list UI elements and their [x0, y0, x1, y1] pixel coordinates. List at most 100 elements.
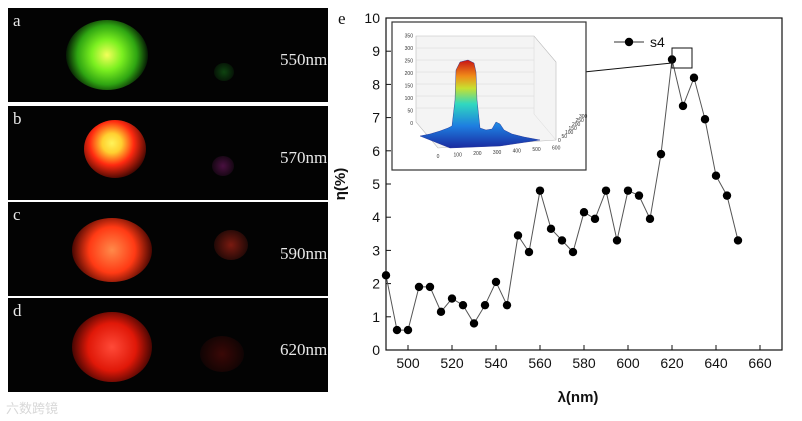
y-tick-label: 5: [372, 176, 380, 192]
inset-x-tick-label: 0: [437, 154, 440, 160]
inset-y-tick-label: 200: [572, 122, 581, 128]
deep-red-emission-spot: [72, 312, 152, 382]
inset-z-tick-label: 350: [405, 34, 414, 40]
green-emission-spot: [66, 20, 148, 90]
data-point: [634, 191, 644, 200]
inset-y-tick-label: 0: [558, 138, 561, 144]
data-point: [535, 186, 545, 195]
data-point: [689, 73, 699, 82]
data-point: [700, 115, 710, 124]
inset-z-ticks: 0 50 100 150 200 250 300 350: [405, 34, 414, 128]
x-tick-label: 580: [572, 355, 596, 371]
inset-z-tick-label: 0: [410, 121, 413, 127]
inset-z-tick-label: 300: [405, 46, 414, 52]
inset-y-tick-label: 250: [576, 118, 585, 124]
red-emission-spot: [84, 120, 146, 178]
data-point: [733, 236, 743, 245]
x-tick-label: 600: [616, 355, 640, 371]
panel-wavelength: 550nm: [280, 50, 328, 69]
inset-y-tick-label: 50: [562, 134, 568, 140]
legend-marker: [624, 37, 634, 47]
y-tick-label: 9: [372, 43, 380, 59]
panel-wavelength: 570nm: [280, 148, 328, 167]
panel-letter: c: [13, 205, 21, 224]
data-point: [656, 149, 666, 159]
x-tick-label: 640: [704, 355, 728, 371]
watermark: 六数跨镜: [6, 402, 59, 417]
inset-z-tick-label: 100: [405, 96, 414, 102]
data-point: [458, 300, 468, 310]
data-point: [568, 247, 578, 257]
peak-highlight-box: [671, 47, 693, 69]
faint-purple-spot: [212, 156, 234, 176]
x-axis-title: λ(nm): [558, 389, 599, 406]
panel-b: b 570nm: [8, 106, 328, 200]
panel-a: a 550nm: [8, 8, 328, 102]
x-axis: 500 520 540 560 580 600 620 640 660: [396, 345, 772, 371]
y-tick-label: 1: [372, 309, 380, 325]
data-point: [425, 282, 435, 292]
data-point: [381, 271, 391, 280]
data-point: [491, 277, 501, 287]
x-tick-label: 500: [396, 355, 420, 371]
y-tick-label: 6: [372, 143, 380, 159]
legend-label: s4: [650, 34, 665, 50]
faint-red-spot: [214, 230, 248, 260]
inset-intensity-surface: [419, 59, 541, 149]
x-tick-label: 560: [528, 355, 552, 371]
data-point: [678, 101, 688, 111]
data-point: [403, 325, 413, 335]
y-axis: 0 1 2 3 4 5 6 7 8 9 10: [364, 10, 391, 358]
x-tick-label: 620: [660, 355, 684, 371]
x-tick-label: 540: [484, 355, 508, 371]
inset-y-tick-label: 300: [579, 114, 588, 120]
data-point: [590, 214, 600, 224]
inset-x-tick-label: 600: [552, 146, 561, 152]
y-tick-label: 8: [372, 76, 380, 92]
inset-connector-line: [583, 62, 673, 73]
panel-letter: b: [13, 109, 22, 128]
inset-x-tick-label: 300: [493, 150, 502, 156]
panel-letter: a: [13, 11, 21, 30]
inset-x-tick-label: 500: [532, 147, 541, 153]
y-tick-label: 10: [364, 10, 380, 26]
faint-dark-red-spot: [200, 336, 244, 372]
data-point: [524, 247, 534, 257]
y-tick-label: 7: [372, 110, 380, 126]
inset-y-tick-label: 150: [569, 126, 578, 132]
panel-wavelength: 620nm: [280, 340, 328, 359]
intensity-inset: 0 100 200 300 400 500 600 05010015020025030035…: [391, 21, 588, 171]
inset-x-tick-label: 100: [454, 153, 463, 159]
x-tick-label: 520: [440, 355, 464, 371]
faint-green-spot: [214, 63, 234, 81]
orange-emission-spot: [72, 218, 152, 282]
data-point: [645, 214, 655, 224]
data-point: [414, 282, 424, 292]
inset-z-tick-label: 250: [405, 59, 414, 65]
panel-c: c 590nm: [8, 202, 328, 296]
x-tick-label: 660: [748, 355, 772, 371]
data-point: [601, 186, 611, 195]
y-tick-label: 0: [372, 342, 380, 358]
data-point: [392, 325, 402, 335]
y-tick-label: 4: [372, 209, 380, 225]
inset-x-ticks: 0 100 200 300 400 500 600: [437, 146, 561, 160]
data-point: [711, 171, 721, 180]
legend: s4: [614, 34, 665, 50]
inset-x-tick-label: 400: [513, 148, 522, 154]
panel-d: d 620nm: [8, 298, 328, 392]
y-tick-label: 3: [372, 242, 380, 258]
inset-z-tick-label: 200: [405, 71, 414, 77]
data-point: [722, 191, 732, 200]
data-point: [557, 236, 567, 245]
data-point: [502, 300, 512, 310]
data-point: [579, 208, 589, 217]
inset-y-tick-label: 100: [565, 130, 574, 136]
data-point: [546, 224, 556, 234]
data-point: [469, 319, 479, 328]
data-point: [480, 300, 490, 310]
data-point: [447, 294, 457, 303]
series-points: [381, 55, 743, 335]
panel-letter: d: [13, 301, 22, 320]
